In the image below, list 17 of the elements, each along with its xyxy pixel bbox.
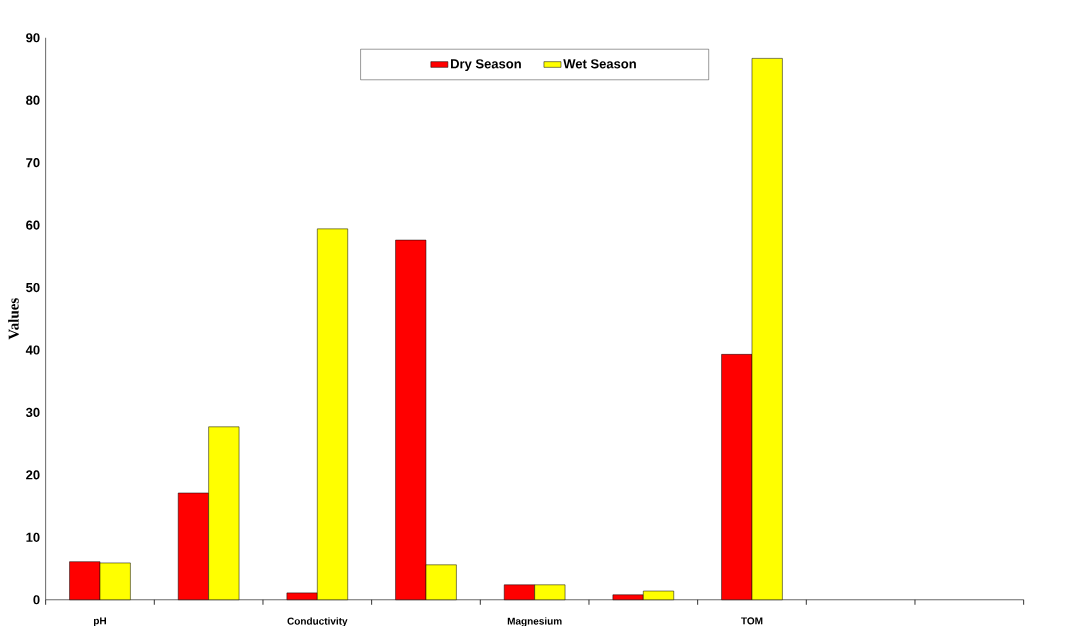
x-tick-label: Magnesium xyxy=(507,617,562,626)
y-tick-label: 40 xyxy=(25,345,40,355)
x-tick-label: pH xyxy=(93,617,106,626)
y-tick-label: 90 xyxy=(26,33,40,43)
x-tick-label: TOM xyxy=(741,617,763,625)
y-tick-label: 10 xyxy=(26,532,40,542)
x-tick-label: Conductivity xyxy=(287,617,348,626)
y-tick-label: 60 xyxy=(26,220,40,230)
y-tick-label: 20 xyxy=(26,470,40,480)
y-tick-label: 30 xyxy=(25,407,40,418)
y-tick-label: 70 xyxy=(26,158,40,168)
y-tick-label: 80 xyxy=(26,95,40,105)
y-tick-label: 50 xyxy=(26,282,40,293)
legend-label: Wet Season xyxy=(563,59,636,69)
legend-label: Dry Season xyxy=(451,59,521,71)
y-axis-title: Values xyxy=(8,298,19,340)
y-tick-label: 0 xyxy=(33,595,40,605)
